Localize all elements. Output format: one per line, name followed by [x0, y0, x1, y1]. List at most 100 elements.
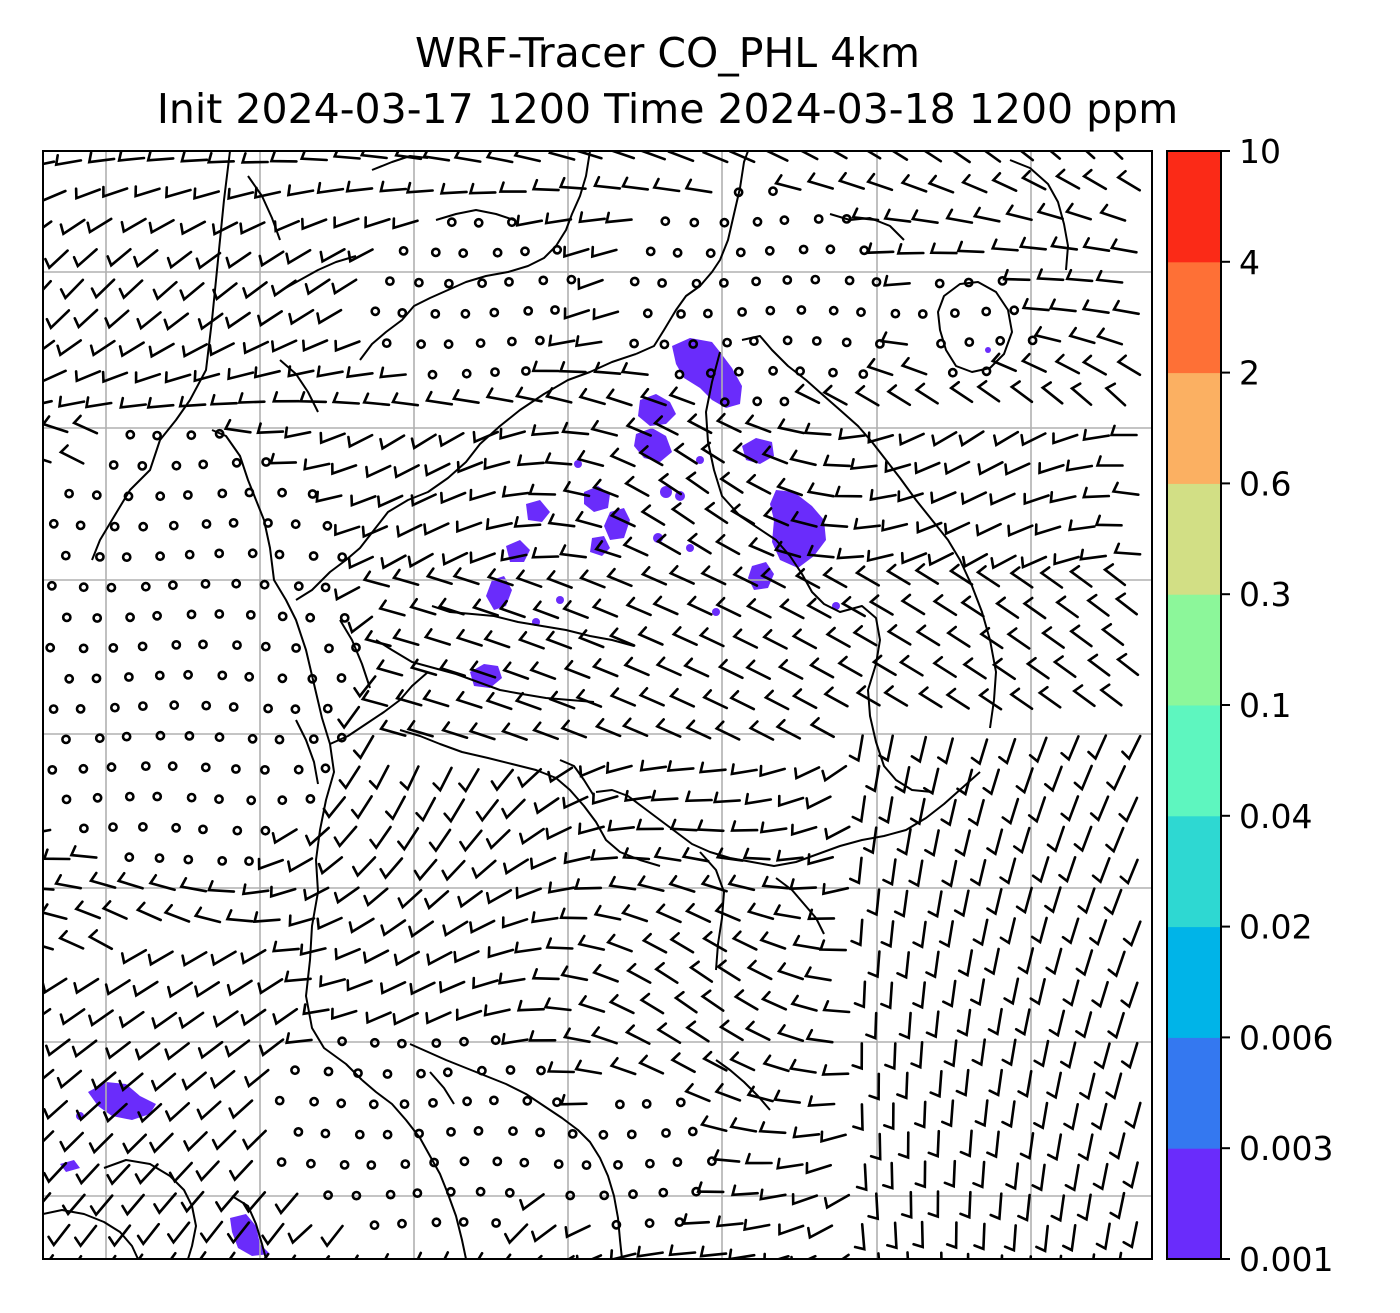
wind-barb [563, 660, 591, 679]
wind-barb [931, 431, 958, 448]
wind-barb [592, 963, 619, 983]
wind-barb [1118, 796, 1139, 823]
wind-barb [57, 395, 86, 408]
wind-barb [453, 950, 480, 964]
wind-barb [744, 1020, 771, 1041]
calm-wind-circle [995, 335, 1006, 346]
wind-barb [193, 187, 220, 200]
wind-barb [348, 917, 375, 934]
calm-wind-circle [764, 245, 775, 256]
wind-barb [163, 903, 191, 923]
calm-wind-circle [214, 609, 225, 619]
wind-barb [1115, 652, 1140, 677]
wind-barb [345, 366, 374, 379]
calm-wind-circle [228, 518, 239, 528]
calm-wind-circle [382, 1069, 393, 1079]
coastline [329, 671, 429, 745]
wind-barb [516, 454, 545, 467]
wind-barb [788, 1058, 817, 1074]
wind-barb [181, 343, 208, 358]
calm-wind-circle [368, 1099, 379, 1110]
wind-barb [1001, 1100, 1016, 1129]
wind-barb [547, 766, 574, 784]
colorbar-bands [1167, 151, 1221, 1260]
wind-barb [43, 887, 55, 891]
calm-wind-circle [936, 338, 946, 349]
wind-barb [242, 1129, 267, 1151]
wind-barb [867, 1192, 880, 1221]
wind-barb [865, 764, 881, 793]
wind-barb [330, 1007, 358, 1021]
wind-barb [391, 392, 420, 407]
wind-barb [761, 875, 790, 890]
wind-barb [1122, 920, 1142, 948]
wind-barb [441, 721, 469, 739]
wind-barb [999, 857, 1017, 885]
tracer-speck [556, 596, 564, 604]
wind-barb [406, 720, 434, 738]
wind-barb [1039, 566, 1064, 589]
wind-barb [776, 1024, 805, 1042]
wind-barb [485, 518, 513, 531]
wind-barb [322, 796, 346, 820]
calm-wind-circle [396, 1038, 407, 1049]
wind-barb [745, 659, 771, 680]
wind-barb [956, 240, 985, 254]
calm-wind-circle [749, 336, 759, 346]
calm-wind-circle [337, 552, 348, 562]
wind-barb [59, 278, 85, 301]
calm-wind-circle [339, 613, 350, 623]
wind-barb [168, 1161, 193, 1184]
wind-barb [896, 828, 912, 856]
wind-barb [134, 185, 161, 198]
wind-barb [1015, 767, 1034, 795]
wind-barb [807, 1095, 836, 1108]
coastline [375, 639, 595, 703]
wind-barb [622, 536, 649, 557]
wind-barb [974, 1099, 989, 1128]
wind-barb [957, 949, 974, 978]
wind-barb [487, 946, 515, 959]
wind-barb [286, 184, 315, 197]
wind-barb [416, 1251, 423, 1259]
wind-barb [530, 424, 559, 437]
wind-barb [790, 994, 818, 1012]
wind-barb [719, 471, 744, 494]
wind-barb [261, 1222, 285, 1247]
wind-barb [869, 488, 897, 502]
wind-barb [242, 281, 268, 300]
wind-barb [714, 720, 741, 741]
wind-barb [1111, 481, 1140, 496]
wind-barb [591, 658, 619, 678]
calm-wind-circle [722, 337, 732, 348]
calm-wind-circle [705, 368, 716, 379]
wind-barb [425, 1011, 452, 1025]
calm-wind-circle [947, 367, 958, 378]
calm-wind-circle [231, 578, 242, 589]
wind-barb [971, 1038, 986, 1067]
calm-wind-circle [154, 853, 165, 863]
wind-barb [352, 856, 377, 878]
wind-barb [924, 829, 940, 858]
wind-barb [472, 976, 499, 990]
wind-barb [362, 392, 391, 407]
coastline [559, 759, 595, 797]
wind-barb [1100, 623, 1125, 646]
calm-wind-circle [305, 612, 316, 623]
wind-barb [134, 1042, 161, 1061]
wind-barb [805, 1161, 832, 1175]
wind-barb [1077, 887, 1096, 915]
wind-barb [1107, 950, 1126, 978]
wind-barb [558, 176, 587, 190]
wind-barb [808, 657, 835, 679]
wind-barb [410, 493, 437, 507]
wind-barb [776, 418, 805, 435]
wind-barb [331, 462, 358, 476]
wind-barb [1060, 735, 1080, 762]
wind-barb [1120, 981, 1139, 1009]
wind-barb [59, 1008, 86, 1026]
wind-barb [806, 172, 834, 190]
calm-wind-circle [566, 274, 577, 285]
wind-barb [181, 1071, 207, 1091]
calm-wind-circle [259, 579, 270, 590]
